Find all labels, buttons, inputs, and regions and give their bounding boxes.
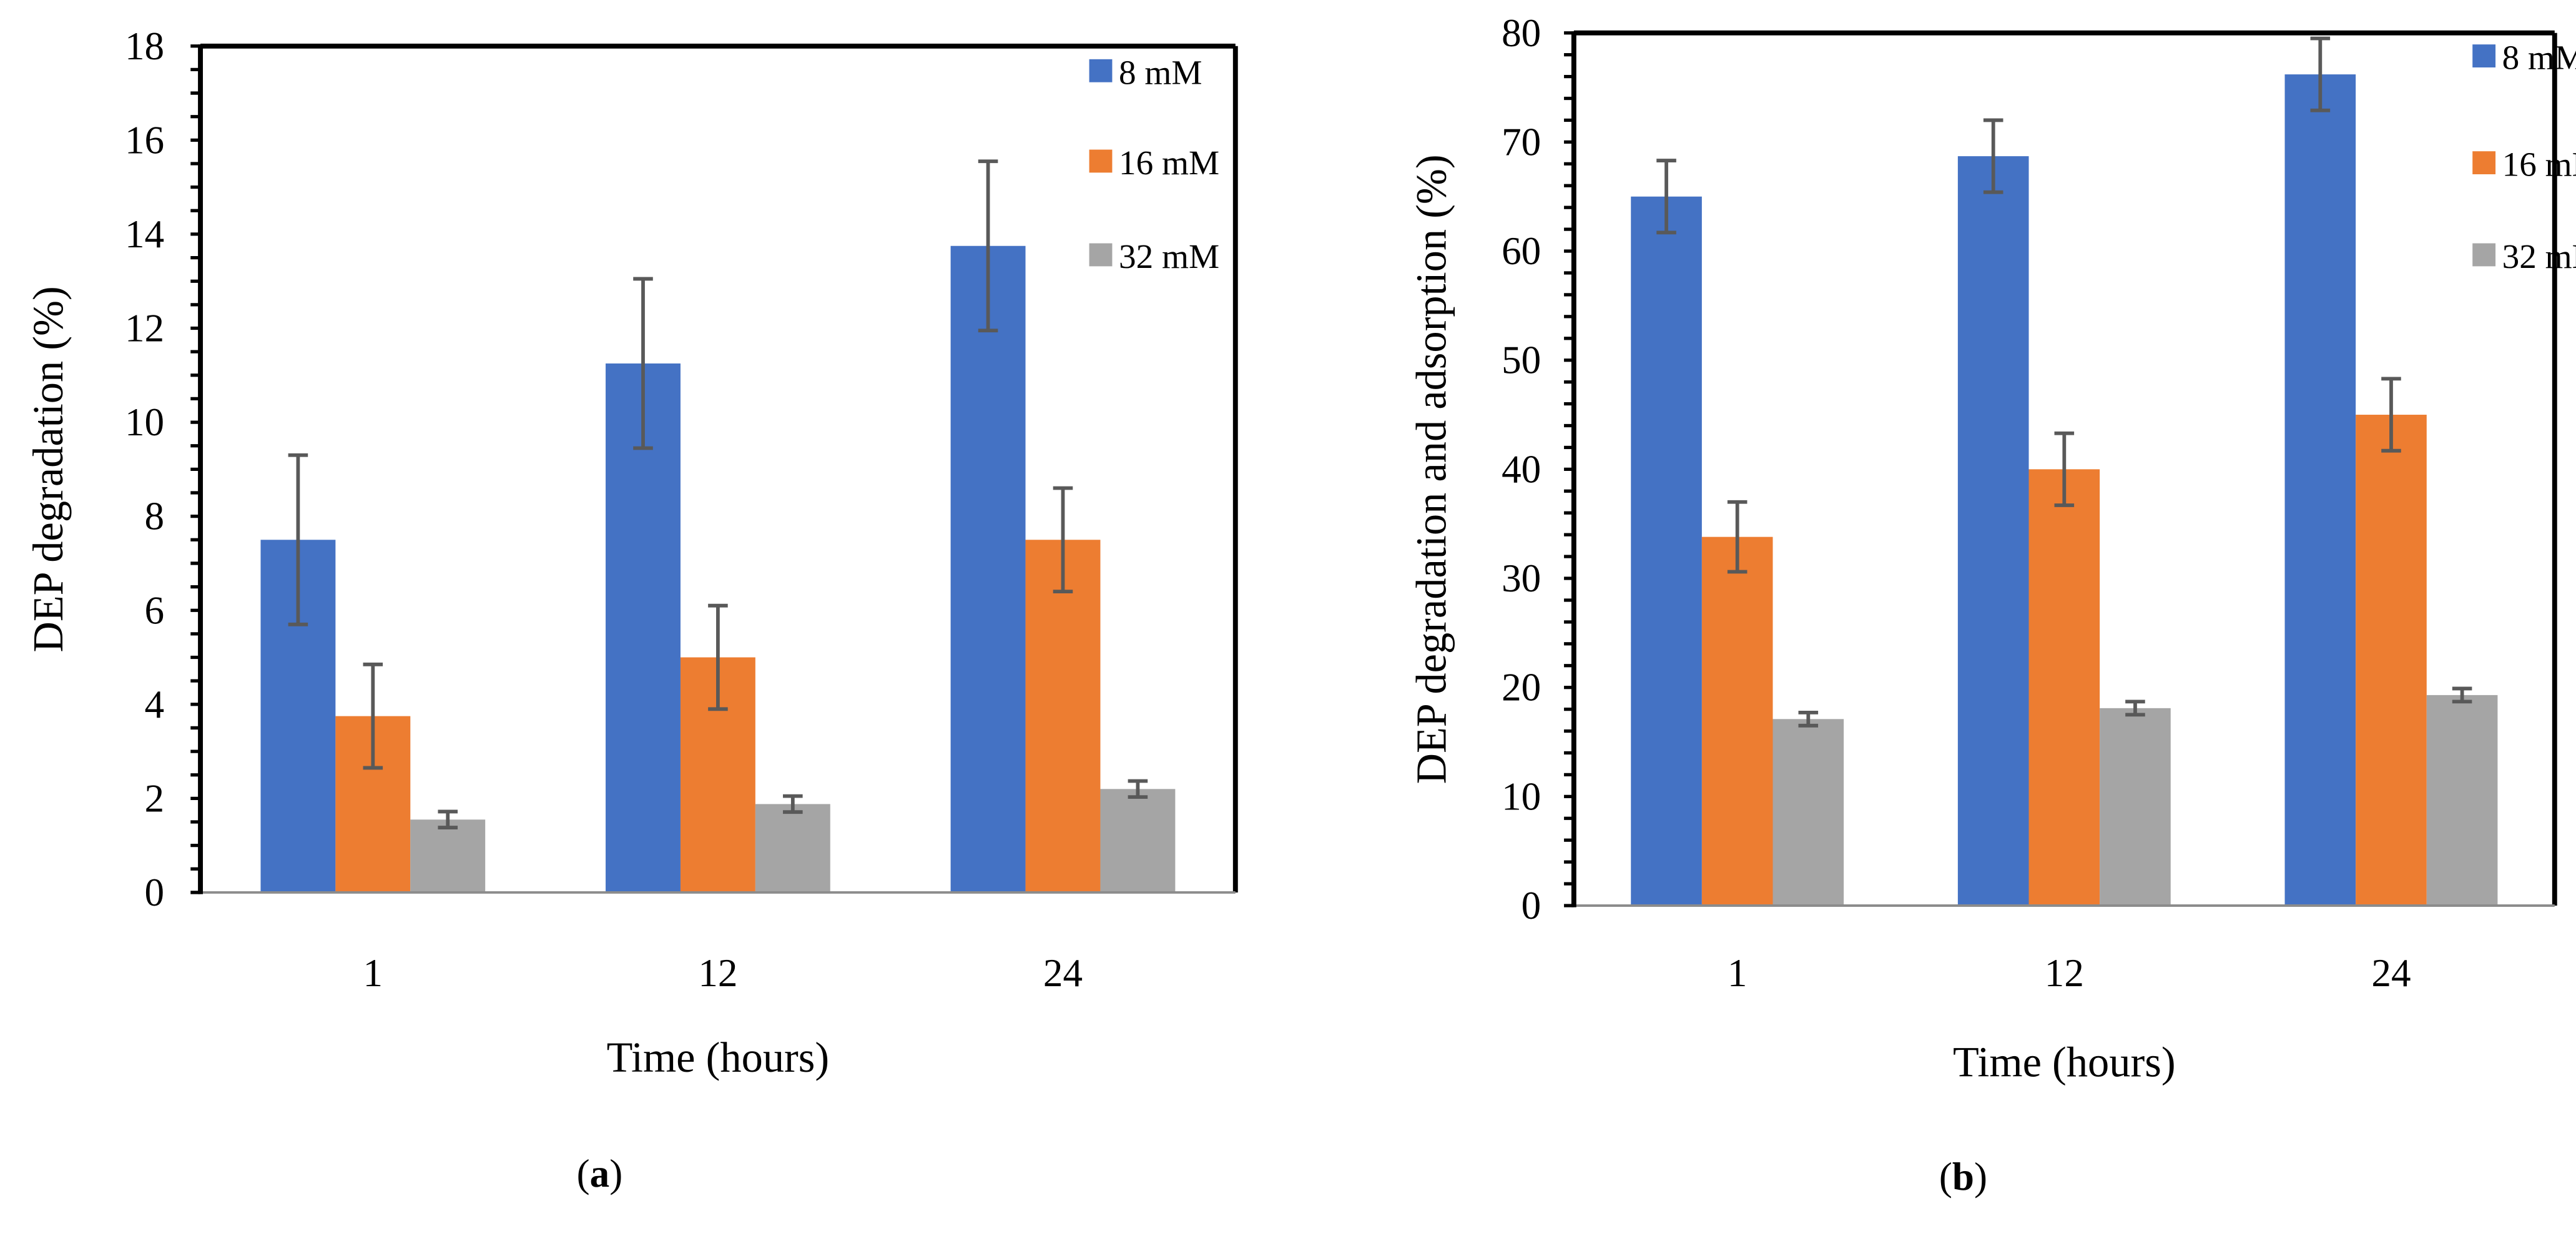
bar-32mm-12 [2100, 708, 2171, 906]
bar-8mm-24 [950, 245, 1026, 892]
y-tick-label: 8 [145, 495, 165, 538]
y-axis-title: DEP degradation and adsorption (%) [1408, 154, 1455, 784]
legend-label: 32 mM [2502, 237, 2576, 275]
bar-32mm-1 [410, 819, 486, 892]
y-tick-label: 18 [125, 24, 164, 68]
legend-label: 16 mM [2502, 146, 2576, 184]
panel-caption: (b) [1939, 1155, 1987, 1199]
bar-16mm-12 [2028, 469, 2100, 906]
y-tick-label: 2 [145, 776, 165, 820]
y-tick-label: 14 [125, 212, 164, 256]
y-tick-label: 80 [1502, 11, 1541, 55]
y-tick-label: 0 [145, 871, 165, 914]
bar-16mm-24 [1025, 540, 1101, 892]
panel-caption-letter: a [590, 1152, 610, 1195]
y-tick-label: 10 [1502, 774, 1541, 818]
y-tick-label: 50 [1502, 339, 1541, 382]
bar-8mm-12 [1957, 156, 2029, 906]
legend-label: 8 mM [2502, 39, 2576, 77]
x-tick-label: 12 [698, 951, 737, 995]
legend-label: 8 mM [1119, 53, 1202, 91]
y-axis-title: DEP degradation (%) [24, 286, 72, 652]
x-tick-label: 24 [2371, 951, 2411, 995]
legend-swatch-32mm [2472, 243, 2496, 267]
y-tick-label: 60 [1502, 229, 1541, 273]
bar-8mm-12 [606, 363, 681, 892]
y-tick-label: 16 [125, 118, 164, 162]
x-axis-title: Time (hours) [607, 1034, 830, 1081]
bar-32mm-24 [2426, 695, 2498, 906]
x-tick-label: 1 [363, 951, 383, 995]
y-tick-label: 4 [145, 683, 165, 726]
bar-16mm-24 [2356, 415, 2427, 906]
x-axis-title: Time (hours) [1953, 1039, 2176, 1086]
bar-32mm-24 [1100, 789, 1176, 892]
y-tick-label: 6 [145, 588, 165, 632]
y-tick-label: 12 [125, 307, 164, 350]
panel-caption-letter: b [1952, 1155, 1974, 1199]
y-tick-label: 70 [1502, 120, 1541, 164]
y-tick-label: 20 [1502, 666, 1541, 709]
bar-32mm-1 [1772, 719, 1844, 906]
x-tick-label: 12 [2045, 951, 2084, 995]
chart-panel-b: 0 10 20 30 40 50 60 70 80 1 12 24 8 mM 16 mM 32 mM DEP … [1408, 11, 2576, 1199]
bar-16mm-1 [1701, 536, 1773, 906]
y-tick-label: 10 [125, 400, 164, 444]
y-tick-label: 0 [1522, 884, 1541, 927]
legend-swatch-16mm [2472, 151, 2496, 175]
x-tick-label: 24 [1043, 951, 1083, 995]
y-tick-label: 40 [1502, 447, 1541, 491]
legend-label: 32 mM [1119, 237, 1219, 275]
legend-swatch-8mm [2472, 44, 2496, 67]
y-tick-label: 30 [1502, 556, 1541, 600]
bar-8mm-1 [1631, 196, 1702, 906]
legend-label: 16 mM [1119, 144, 1219, 182]
legend-swatch-32mm [1089, 243, 1113, 267]
panel-caption: (a) [577, 1152, 623, 1195]
bar-8mm-24 [2284, 74, 2356, 906]
bar-32mm-12 [755, 804, 830, 892]
legend-swatch-8mm [1089, 59, 1113, 82]
legend-swatch-16mm [1089, 149, 1113, 173]
x-tick-label: 1 [1728, 951, 1748, 995]
